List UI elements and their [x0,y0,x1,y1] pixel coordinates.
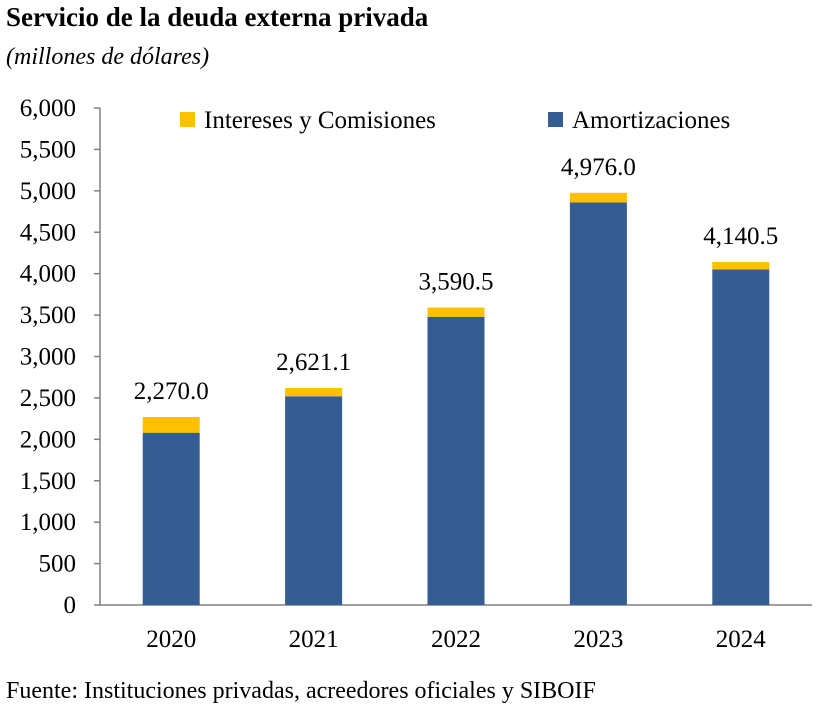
y-tick-label: 5,500 [20,136,76,163]
bar-segment-amortizaciones [427,316,485,605]
x-tick-label: 2022 [431,626,481,653]
chart-title: Servicio de la deuda externa privada [6,2,429,32]
legend-label-amortizaciones: Amortizaciones [572,107,730,134]
x-tick-label: 2020 [146,626,196,653]
bar-segment-intereses [142,416,200,433]
y-tick-label: 1,000 [20,509,76,536]
bar-segment-intereses [712,262,770,270]
bars [142,192,770,605]
data-label-total: 4,976.0 [561,154,636,181]
bar-segment-amortizaciones [712,269,770,605]
chart-subtitle: (millones de dólares) [6,44,210,70]
y-tick-label: 5,000 [20,178,76,205]
x-axis: 2020 2021 2022 2023 2024 [100,604,812,653]
y-tick-label: 0 [64,592,77,619]
data-label-total: 3,590.5 [419,269,494,296]
bar-segment-amortizaciones [285,396,343,605]
legend: Intereses y Comisiones Amortizaciones [180,107,730,134]
y-tick-label: 3,500 [20,302,76,329]
y-tick-label: 1,500 [20,468,76,495]
x-tick-label: 2024 [716,626,767,653]
legend-swatch-amortizaciones [548,112,563,127]
y-axis: 0 500 1,000 1,500 2,000 2,500 3,000 3,500 4,000 4… [20,95,101,619]
y-tick-label: 4,000 [20,261,76,288]
x-tick-label: 2021 [289,626,339,653]
legend-label-intereses: Intereses y Comisiones [204,107,436,134]
bar-segment-intereses [285,387,343,397]
data-label-total: 2,270.0 [134,378,209,405]
legend-swatch-intereses [180,112,195,127]
bar-segment-intereses [569,192,627,203]
bar-segment-intereses [427,307,485,317]
x-tick-label: 2023 [573,626,623,653]
y-tick-label: 6,000 [20,95,76,122]
data-labels: 2,270.0 2,621.1 3,590.5 4,976.0 4,140.5 [134,154,779,405]
y-tick-label: 2,500 [20,385,76,412]
y-tick-label: 4,500 [20,219,76,246]
bar-segment-amortizaciones [569,202,627,605]
source-note: Fuente: Instituciones privadas, acreedor… [6,678,596,704]
y-tick-label: 2,000 [20,426,76,453]
data-label-total: 2,621.1 [276,349,351,376]
data-label-total: 4,140.5 [703,223,778,250]
y-tick-label: 500 [39,551,77,578]
bar-segment-amortizaciones [142,432,200,605]
y-tick-label: 3,000 [20,344,76,371]
